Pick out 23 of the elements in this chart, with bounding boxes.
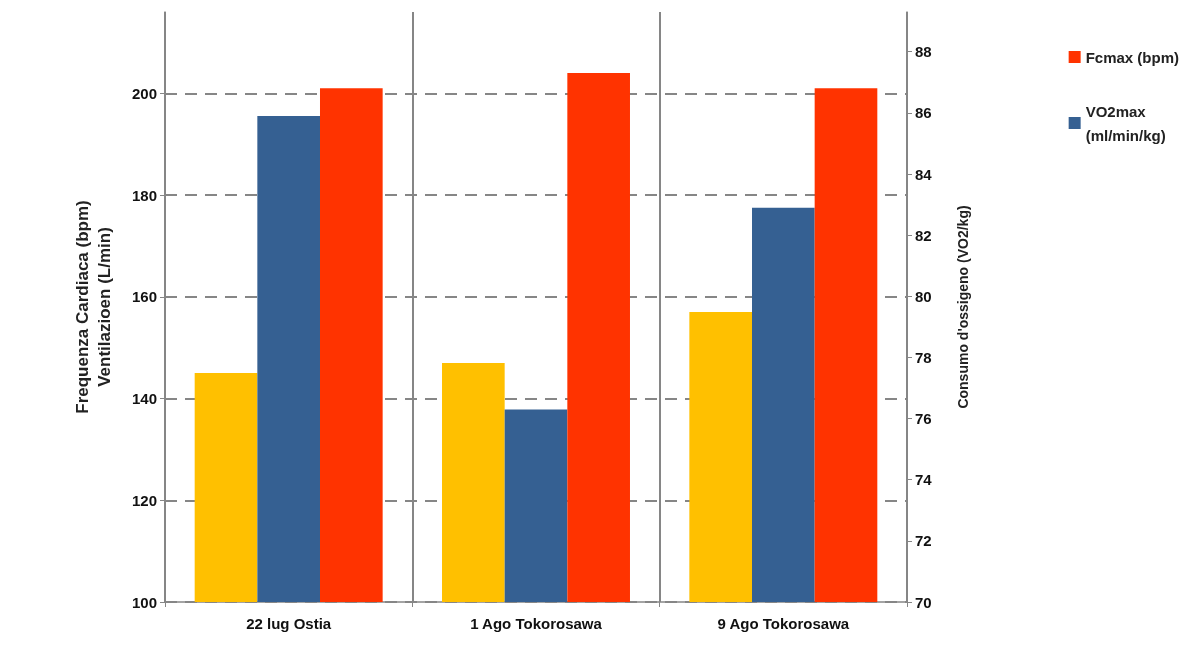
y2-tick-label: 84 (915, 165, 933, 183)
x-tick-label: 1 Ago Tokorosawa (470, 615, 603, 632)
y2-axis-title: Consumo d'ossigeno (VO2/kg) (955, 205, 971, 409)
y2-tick-label: 78 (915, 348, 932, 366)
legend-label: VO2max (ml/min/kg) (1085, 102, 1166, 144)
y2-tick-label: 72 (915, 532, 932, 550)
y2-tick-label: 70 (915, 593, 932, 611)
legend-label: Fcmax (bpm) (1085, 48, 1180, 66)
y2-tick-label: 86 (915, 104, 932, 122)
y2-tick-label: 80 (915, 287, 932, 305)
x-tick-label: 9 Ago Tokorosawa (717, 615, 850, 632)
y-axis-title: Frequenza Cardiaca (bpm) Ventilazioen (L/min) (72, 200, 114, 414)
y-tick-label: 200 (131, 84, 157, 102)
y-tick-label: 180 (131, 186, 157, 204)
y2-tick-label: 88 (915, 43, 932, 61)
y-tick-label: 140 (131, 390, 157, 408)
x-tick-label: 22 lug Ostia (246, 615, 332, 632)
y-tick-label: 160 (131, 288, 157, 306)
y-tick-label: 100 (131, 593, 157, 611)
y-tick-label: 120 (131, 491, 157, 509)
y2-tick-label: 82 (915, 226, 932, 244)
y2-tick-label: 74 (915, 471, 933, 489)
y2-tick-label: 76 (915, 410, 932, 428)
